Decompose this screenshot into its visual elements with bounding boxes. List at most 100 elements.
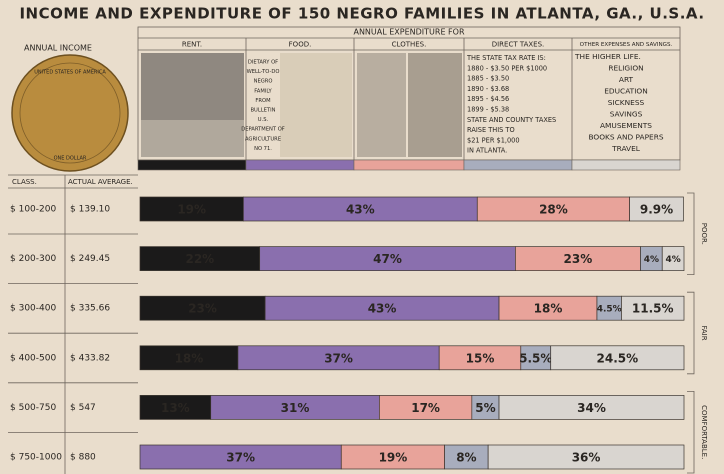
panel-text: AGRICULTURE [245, 136, 281, 142]
average-label: $ 547 [70, 403, 96, 413]
panel-text: RELIGION [608, 64, 643, 73]
legend-swatch [353, 159, 465, 171]
value-label: 24.5% [597, 351, 639, 365]
value-label: 4% [665, 255, 680, 265]
panel-text: FAMILY [254, 88, 272, 94]
legend-swatch [571, 159, 681, 171]
bar-segment [596, 295, 622, 321]
panel-text: FROM [255, 98, 270, 104]
value-label: 23% [564, 252, 593, 266]
panel-text: RAISE THIS TO [467, 126, 515, 134]
value-label: 34% [577, 401, 606, 415]
panel-text: 1895 - $4.56 [467, 95, 509, 103]
panel-text: DIETARY OF [248, 60, 278, 66]
value-label: 9.9% [640, 203, 673, 217]
category-label: $ 500-750 [10, 403, 56, 413]
legend-label: RENT. [182, 41, 202, 49]
legend-label: DIRECT TAXES. [492, 41, 545, 49]
value-label: 18% [534, 302, 563, 316]
bar-segment [621, 295, 685, 321]
average-label: $ 880 [70, 453, 96, 463]
bar-segment [444, 444, 489, 470]
average-label: ACTUAL AVERAGE. [68, 178, 133, 186]
bar-segment [139, 246, 261, 271]
photo-portrait [357, 53, 406, 157]
value-label: 5% [475, 401, 495, 415]
value-label: 13% [161, 401, 190, 415]
panel-text: 1899 - $5.38 [467, 106, 509, 114]
panel-text: WELL-TO-DO [247, 69, 280, 75]
coin-text: UNITED STATES OF AMERICA [34, 70, 106, 76]
bar-segment [629, 196, 684, 222]
value-label: 4.5% [597, 305, 622, 315]
panel-text: EDUCATION [604, 87, 647, 96]
panel-text: SAVINGS [610, 110, 643, 119]
legend-label: CLOTHES. [392, 41, 427, 49]
value-label: 19% [177, 203, 206, 217]
bar-segment [243, 196, 478, 222]
value-label: 5.5% [519, 351, 552, 365]
legend-swatch [245, 159, 355, 171]
bar-segment [259, 246, 516, 271]
income-label: ANNUAL INCOME [24, 44, 92, 53]
panel-text: TRAVEL [611, 144, 641, 153]
value-label: 17% [411, 401, 440, 415]
bar-segment [340, 444, 445, 470]
panel-text: DEPARTMENT OF [241, 127, 285, 133]
bar-segment [139, 345, 239, 371]
panel-text: AMUSEMENTS [600, 121, 652, 130]
panel-text: THE HIGHER LIFE. [574, 52, 641, 61]
value-label: 4% [644, 255, 659, 265]
average-label: $ 433.82 [70, 353, 110, 363]
value-label: 8% [456, 451, 476, 465]
group-bracket [687, 391, 695, 474]
category-label: $ 200-300 [10, 254, 56, 264]
category-label: $ 400-500 [10, 353, 56, 363]
value-label: 31% [281, 401, 310, 415]
class-label: CLASS. [12, 178, 37, 186]
panel-text: ART [619, 75, 634, 84]
value-label: 28% [539, 203, 568, 217]
bar-segment [661, 246, 685, 271]
category-label: $ 750-1000 [10, 453, 62, 463]
value-label: 18% [175, 351, 204, 365]
bar-segment [498, 295, 598, 321]
legend-label: OTHER EXPENSES AND SAVINGS. [580, 42, 673, 48]
bar-segment [487, 444, 685, 470]
group-label: FAIR [700, 325, 708, 340]
coin-text: ONE DOLLAR [54, 156, 87, 162]
panel-text: 1880 - $3.50 PER $1000 [467, 64, 547, 72]
photo-portrait [408, 53, 462, 157]
value-label: 43% [346, 203, 375, 217]
panel-text: THE STATE TAX RATE IS: [466, 54, 546, 62]
panel-text: BOOKS AND PAPERS [588, 133, 663, 142]
bar-segment [498, 395, 685, 420]
panel-text: BULLETIN [251, 108, 276, 114]
bar-segment [237, 345, 440, 371]
panel-text: SICKNESS [608, 98, 645, 107]
panel-text: NO 71. [254, 146, 272, 152]
panel-text: 1885 - $3.50 [467, 75, 509, 83]
bar-segment [550, 345, 685, 371]
group-label: POOR. [700, 223, 708, 245]
average-label: $ 139.10 [70, 205, 110, 215]
bar-segment [139, 295, 266, 321]
value-label: 37% [226, 451, 255, 465]
bar-segment [210, 395, 380, 420]
panel-text: $21 PER $1,000 [467, 136, 520, 144]
panel-text: 1890 - $3.68 [467, 85, 509, 93]
category-label: $ 100-200 [10, 205, 56, 215]
value-label: 22% [185, 252, 214, 266]
average-label: $ 249.45 [70, 254, 110, 264]
document-page [280, 53, 352, 157]
group-bracket [687, 291, 695, 375]
bar-segment [264, 295, 500, 321]
value-label: 37% [324, 351, 353, 365]
coin [11, 54, 129, 172]
value-label: 19% [379, 451, 408, 465]
category-label: $ 300-400 [10, 304, 56, 314]
panel-text: NEGRO [254, 79, 273, 85]
value-label: 23% [188, 302, 217, 316]
panel-text: IN ATLANTA. [467, 147, 507, 155]
value-label: 43% [368, 302, 397, 316]
